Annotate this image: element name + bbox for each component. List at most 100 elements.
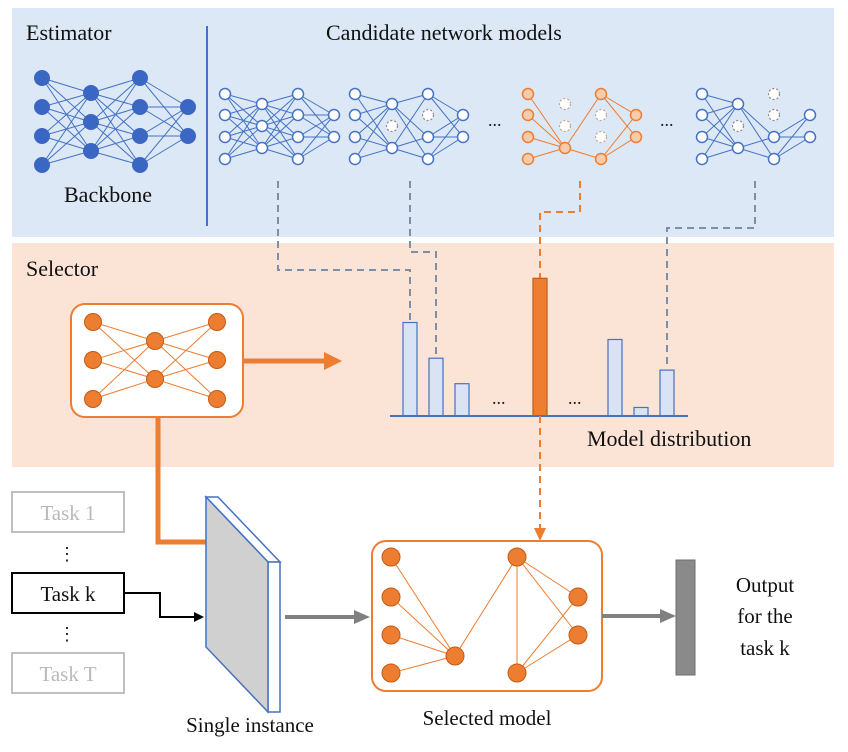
candidate-1-edge bbox=[261, 147, 299, 160]
selector-node bbox=[84, 351, 102, 369]
selected-model-edge bbox=[454, 556, 518, 657]
candidate-2-edge bbox=[391, 93, 429, 149]
backbone-node bbox=[34, 128, 50, 144]
backbone-edge bbox=[139, 106, 189, 166]
candidate-1-edge bbox=[261, 93, 299, 127]
candidate-2-node bbox=[456, 130, 470, 144]
connector-candidate-4 bbox=[666, 181, 756, 368]
candidate-3-edge bbox=[527, 147, 566, 160]
candidates-title: Candidate network models bbox=[326, 20, 562, 45]
candidate-3-edge bbox=[527, 114, 566, 149]
distribution-bar bbox=[607, 338, 623, 417]
selector-edge bbox=[92, 340, 156, 400]
candidate-3-node bbox=[521, 87, 535, 101]
candidate-3-node bbox=[629, 130, 643, 144]
candidate-2-edge bbox=[354, 103, 393, 116]
candidate-3-node bbox=[558, 141, 572, 155]
candidate-2-node bbox=[348, 130, 362, 144]
backbone-network bbox=[34, 70, 196, 173]
candidate-3-edge bbox=[527, 93, 566, 149]
output-label-line-1: Output bbox=[736, 573, 795, 597]
task-k-box bbox=[11, 572, 125, 614]
candidate-1-edge bbox=[224, 93, 263, 105]
backbone-edge bbox=[139, 106, 189, 137]
candidate-2-edge bbox=[427, 114, 464, 138]
selector-node bbox=[208, 390, 226, 408]
candidate-2-node bbox=[385, 97, 399, 111]
candidate-1-edge bbox=[224, 103, 263, 116]
task-k-arrow-head bbox=[194, 612, 204, 622]
candidate-3-edge bbox=[564, 93, 602, 149]
selector-edge bbox=[154, 321, 218, 342]
backbone-edge bbox=[41, 150, 92, 166]
candidate-2-edge bbox=[354, 136, 393, 149]
backbone-edge bbox=[41, 121, 92, 166]
distribution-ellipsis-1: ... bbox=[492, 388, 506, 408]
candidate-4-node bbox=[731, 97, 745, 111]
candidate-3-node bbox=[594, 87, 608, 101]
candidate-2-edge bbox=[391, 103, 429, 160]
backbone-node bbox=[83, 114, 99, 130]
selected-model-edge bbox=[390, 655, 456, 674]
backbone-node bbox=[83, 143, 99, 159]
candidate-4-edge bbox=[701, 103, 739, 160]
distribution-bar bbox=[659, 369, 675, 417]
candidate-2-node bbox=[456, 108, 470, 122]
backbone-edge bbox=[90, 106, 141, 152]
selected-model-node bbox=[445, 646, 465, 666]
backbone-node bbox=[180, 99, 196, 115]
selected-model-edge bbox=[516, 596, 579, 674]
candidate-1-edge bbox=[224, 103, 263, 160]
backbone-node bbox=[132, 99, 148, 115]
candidate-2-edge bbox=[427, 114, 464, 160]
candidate-1-node bbox=[291, 130, 305, 144]
candidate-1-node bbox=[255, 97, 269, 111]
candidate-4-edge bbox=[701, 136, 739, 149]
selected-model-edge bbox=[390, 634, 456, 657]
selector-edge bbox=[154, 359, 218, 380]
candidate-2-node bbox=[348, 152, 362, 166]
selected-model-edge bbox=[516, 556, 579, 598]
estimator-title: Estimator bbox=[26, 20, 112, 45]
distribution-bar bbox=[428, 357, 444, 417]
instance-arrow-head bbox=[354, 610, 370, 624]
backbone-edge bbox=[90, 77, 141, 123]
candidate-1-edge bbox=[297, 114, 335, 138]
candidate-1-edge bbox=[297, 93, 335, 116]
backbone-edge bbox=[90, 135, 141, 152]
distribution-ellipsis-2: ... bbox=[568, 388, 582, 408]
candidate-2-edge bbox=[354, 103, 393, 160]
candidate-2-node bbox=[421, 108, 435, 122]
output-label-line-3: task k bbox=[740, 636, 790, 660]
candidate-1-edge bbox=[224, 103, 263, 138]
candidate-2-edge bbox=[391, 147, 429, 160]
instance-slab-edge bbox=[267, 561, 281, 713]
selector-title: Selector bbox=[26, 256, 99, 281]
candidate-model-2 bbox=[348, 87, 470, 166]
selected-model-node bbox=[507, 663, 527, 683]
candidate-4-edge bbox=[773, 136, 811, 160]
selected-model-node bbox=[568, 625, 588, 645]
backbone-edge bbox=[41, 92, 92, 137]
candidate-1-edge bbox=[297, 114, 335, 160]
candidate-3-edge bbox=[600, 136, 637, 160]
selected-model-edge bbox=[390, 596, 456, 657]
candidate-3-node bbox=[558, 97, 572, 111]
task-k-arrow-line bbox=[124, 592, 196, 618]
backbone-label: Backbone bbox=[64, 182, 152, 207]
candidate-model-3-selected bbox=[521, 87, 643, 166]
candidate-2-edge bbox=[427, 136, 464, 160]
backbone-node bbox=[132, 157, 148, 173]
candidate-1-edge bbox=[261, 93, 299, 149]
selector-network bbox=[84, 313, 226, 408]
candidate-2-node bbox=[385, 141, 399, 155]
backbone-node bbox=[34, 157, 50, 173]
candidate-3-edge bbox=[600, 93, 637, 116]
selector-edge bbox=[154, 378, 218, 400]
candidate-4-node bbox=[767, 130, 781, 144]
candidate-1-edge bbox=[261, 136, 299, 149]
backbone-edge bbox=[41, 77, 92, 94]
candidates-ellipsis-2: ... bbox=[660, 110, 674, 130]
candidate-1-edge bbox=[297, 136, 335, 160]
backbone-node bbox=[132, 70, 148, 86]
